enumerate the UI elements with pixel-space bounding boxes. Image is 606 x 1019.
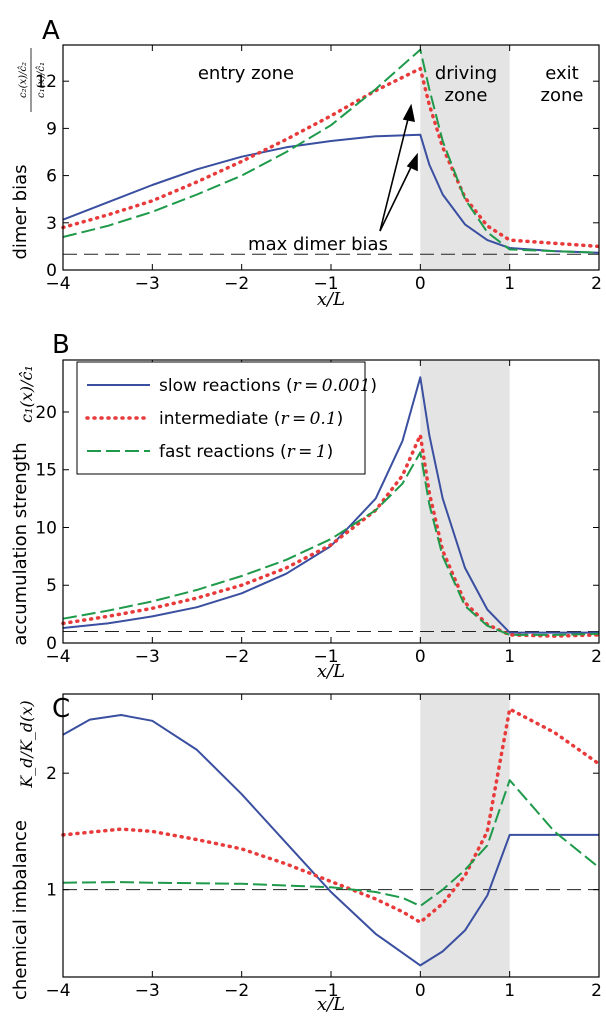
panel-a-xlabel: x/L	[317, 289, 345, 310]
panel-c-xtick-label: −1	[313, 981, 338, 1001]
panel-a-xtick-label: −1	[313, 274, 338, 294]
panel-b-series	[61, 376, 601, 638]
panel-a-series	[61, 48, 601, 254]
annotation-arrows	[379, 103, 418, 232]
panel-a-yticks: 0 3 6 9 12	[35, 72, 599, 281]
zone-label-driving-2: zone	[445, 85, 488, 106]
panel-a-label: A	[42, 16, 60, 46]
panel-c-series-dotted	[61, 707, 601, 925]
panel-b-xtick-label: −3	[135, 647, 160, 667]
panel-b-driving-zone	[420, 360, 510, 643]
panel-b-shaded-region	[420, 360, 510, 643]
panel-b-accumulation-strength: B accumulation strength c₁(x)/ĉ₁ −4 −3 −2−…	[10, 330, 602, 682]
panel-c-series-dashed	[62, 779, 600, 907]
panel-c-driving-zone	[420, 694, 510, 977]
panel-b-ytick-label: 0	[46, 634, 57, 654]
panel-a-ytick-label: 0	[46, 261, 57, 281]
panel-a-xtick-label: 1	[504, 274, 515, 294]
panel-c-series-solid	[62, 714, 599, 967]
panel-c-label: C	[52, 694, 70, 724]
panel-b-series-dashed	[62, 451, 600, 636]
panel-b-label: B	[52, 330, 70, 360]
panel-a-xtick-label: 0	[415, 274, 426, 294]
panel-c-series	[61, 707, 601, 967]
panel-a-series-dashed	[62, 48, 600, 254]
panel-a-ytick-label: 9	[46, 119, 57, 139]
panel-c-xtick-label: 1	[504, 981, 515, 1001]
panel-b-xtick-label: 2	[591, 647, 602, 667]
legend-box	[76, 361, 366, 475]
panel-c-xtick-label: −4	[45, 981, 70, 1001]
panel-b-xtick-label: 0	[415, 647, 426, 667]
panel-a-ratio-bottom: c₁(x)/ĉ₁	[36, 62, 47, 98]
legend-entry-fast: fast reactions (r = 1)	[159, 442, 333, 462]
panel-a-ytick-label: 3	[46, 214, 57, 234]
panel-b-xtick-label: −1	[313, 647, 338, 667]
panel-a-ylabel: dimer bias	[10, 165, 31, 260]
panel-b-series-solid	[62, 376, 599, 634]
panel-b-ytick-label: 10	[35, 518, 57, 538]
panel-c-xtick-label: 2	[591, 981, 602, 1001]
panel-c-shaded-region	[420, 694, 510, 977]
panel-b-ytick-label: 20	[35, 403, 57, 423]
zone-label-entry: entry zone	[198, 63, 294, 84]
legend: slow reactions (r = 0.001) intermediate …	[76, 361, 377, 475]
panel-a-xtick-label: −2	[224, 274, 249, 294]
panel-c-xtick-label: −3	[135, 981, 160, 1001]
panel-c-xticks: −4 −3 −2 −1 0 1 2	[45, 694, 602, 1001]
legend-entry-slow: slow reactions (r = 0.001)	[159, 376, 377, 396]
panel-a-xtick-label: −3	[135, 274, 160, 294]
panel-b-ytick-label: 15	[35, 461, 57, 481]
panel-a-series-solid	[62, 133, 600, 254]
panel-a-series-dotted	[61, 66, 601, 249]
panel-a-xtick-label: −4	[45, 274, 70, 294]
panel-c-xtick-label: −2	[224, 981, 249, 1001]
panel-a-dimer-bias: A dimer bias c₂(x)/ĉ₂ c₁(x)/ĉ₁ −4 −3 −2 −1 0…	[10, 16, 602, 310]
panel-c-ratio-label: K_d/K_d(x)	[17, 700, 36, 788]
panel-c-chemical-imbalance: C chemical imbalance K_d/K_d(x) −4 −3 −2 −1…	[10, 693, 602, 1015]
panel-b-ytick-label: 5	[46, 576, 57, 596]
zone-label-exit-2: zone	[541, 85, 584, 106]
panel-a-xtick-label: 2	[591, 274, 602, 294]
panel-b-xtick-label: −2	[224, 647, 249, 667]
panel-c-xtick-label: 0	[415, 981, 426, 1001]
panel-a-ratio-top: c₂(x)/ĉ₂	[18, 62, 29, 98]
panel-b-xlabel: x/L	[317, 661, 345, 682]
panel-a-ytick-label: 12	[35, 72, 57, 92]
zone-label-exit-1: exit	[545, 63, 578, 84]
panel-a-xticks: −4 −3 −2 −1 0 1 2	[45, 45, 602, 294]
panel-b-series-dotted	[61, 433, 601, 638]
panel-c-ylabel: chemical imbalance	[10, 820, 31, 1000]
max-dimer-bias-annotation: max dimer bias	[248, 234, 388, 255]
panel-c-ytick-label: 1	[46, 881, 57, 901]
panel-c-xlabel: x/L	[317, 994, 345, 1015]
panel-b-ylabel: accumulation strength	[10, 442, 31, 645]
panel-b-yticks: 0 5 10 15 20	[35, 403, 599, 654]
zone-label-driving-1: driving	[435, 63, 497, 84]
panel-b-xtick-label: −4	[45, 647, 70, 667]
legend-entry-intermediate: intermediate (r = 0.1)	[159, 409, 343, 429]
panel-a-ytick-label: 6	[46, 167, 57, 187]
panel-c-ytick-label: 2	[46, 764, 57, 784]
panel-b-xtick-label: 1	[504, 647, 515, 667]
panel-b-xticks: −4 −3 −2 −1 0 1 2	[45, 360, 602, 667]
panel-c-yticks: 12	[46, 764, 599, 901]
panel-b-ratio-label: c₁(x)/ĉ₁	[17, 365, 36, 423]
